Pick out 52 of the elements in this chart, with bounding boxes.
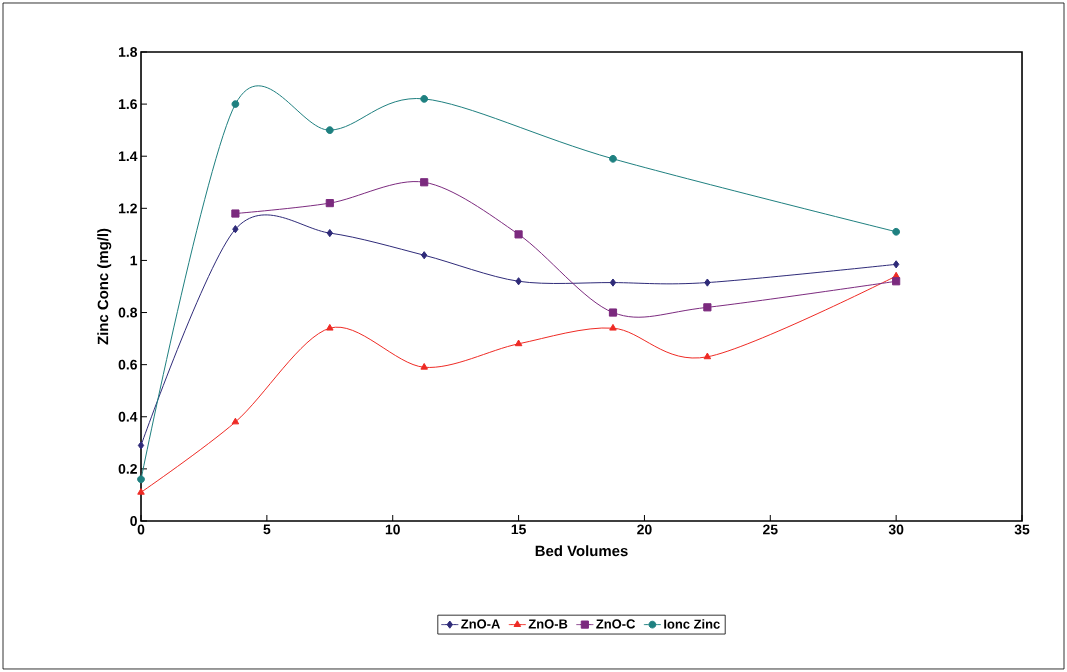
point <box>514 230 523 239</box>
point <box>704 278 711 287</box>
point <box>420 95 429 103</box>
y-tick-label: 0.4 <box>118 411 138 422</box>
point <box>515 277 522 286</box>
point <box>421 251 428 260</box>
y-tick-label: 1.6 <box>118 99 137 110</box>
point <box>420 178 429 187</box>
legend-label: ZnO-C <box>596 619 636 629</box>
point <box>326 228 333 238</box>
y-axis-title: Zinc Conc (mg/l) <box>97 228 112 345</box>
point <box>609 154 617 163</box>
y-tick-label: 1 <box>130 255 138 266</box>
y-tick-label: 0.2 <box>118 463 137 474</box>
point <box>703 303 712 312</box>
point <box>892 260 900 269</box>
x-tick-label: 30 <box>888 524 904 535</box>
point <box>420 362 428 370</box>
y-tick-label: 1.8 <box>118 47 138 57</box>
legend-label: Ionc Zinc <box>664 619 720 629</box>
point <box>609 278 617 287</box>
point <box>137 488 145 495</box>
point <box>326 323 334 331</box>
point <box>137 475 145 484</box>
point <box>609 323 617 331</box>
x-tick-label: 0 <box>137 524 145 535</box>
legend-label: ZnO-B <box>528 619 568 629</box>
point <box>514 339 523 347</box>
x-tick-label: 35 <box>1014 524 1030 535</box>
y-tick-label: 1.4 <box>118 151 138 161</box>
x-tick-label: 20 <box>637 524 652 535</box>
point <box>137 441 145 450</box>
x-tick-label: 5 <box>263 524 271 535</box>
point <box>703 352 712 360</box>
legend-label: ZnO-A <box>461 619 501 629</box>
point <box>892 227 901 236</box>
x-axis-title: Bed Volumes <box>535 545 628 557</box>
y-tick-label: 0.6 <box>118 359 137 370</box>
point <box>608 308 618 317</box>
point <box>892 277 901 286</box>
y-tick-label: 1.2 <box>118 203 137 214</box>
x-tick-label: 15 <box>511 524 526 535</box>
point <box>231 209 240 218</box>
point <box>231 417 240 425</box>
x-tick-label: 25 <box>763 524 778 535</box>
point <box>231 100 240 108</box>
y-tick-label: 0.8 <box>118 307 138 318</box>
point <box>325 199 334 208</box>
point <box>325 126 334 135</box>
point <box>232 225 239 234</box>
x-tick-label: 10 <box>385 524 400 535</box>
y-tick-label: 0 <box>130 516 137 526</box>
